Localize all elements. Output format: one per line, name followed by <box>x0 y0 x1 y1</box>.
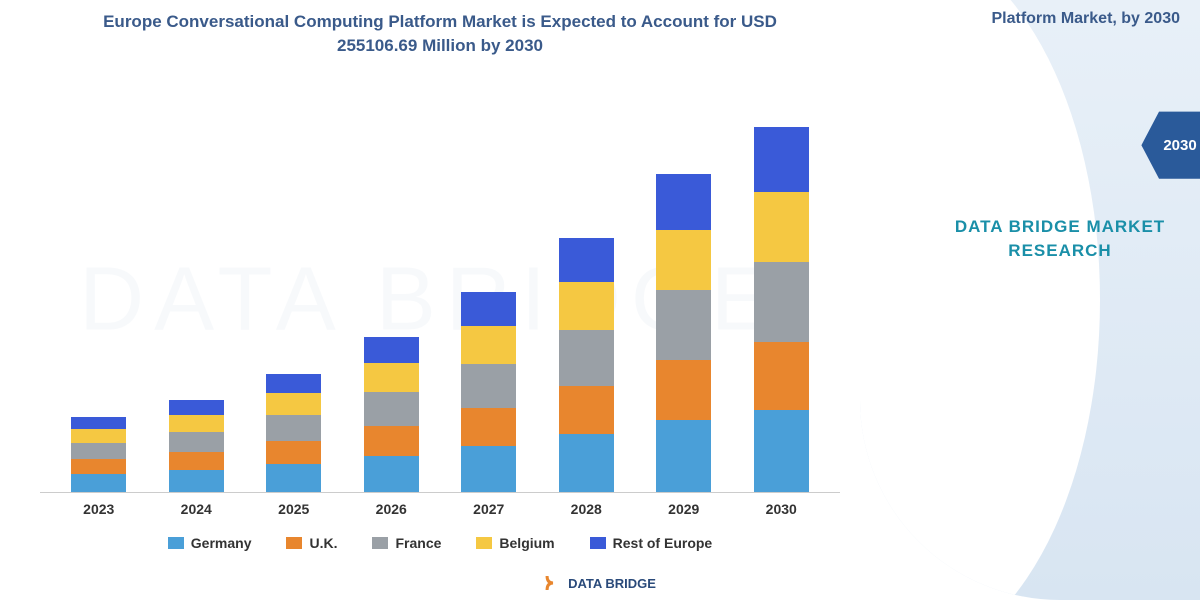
legend-label: Rest of Europe <box>613 535 713 551</box>
chart-title: Europe Conversational Computing Platform… <box>40 10 840 58</box>
main-container: DATA BRIDGE Europe Conversational Comput… <box>0 0 1200 600</box>
right-panel-title: Platform Market, by 2030 <box>920 8 1180 30</box>
legend-label: Germany <box>191 535 252 551</box>
legend-swatch <box>476 537 492 549</box>
bar-segment <box>461 446 516 492</box>
chart-section: DATA BRIDGE Europe Conversational Comput… <box>0 0 860 600</box>
bar-segment <box>656 360 711 420</box>
bar-stack <box>169 400 224 492</box>
chart-area <box>40 73 840 493</box>
bar-group <box>454 292 524 492</box>
bar-group <box>356 337 426 492</box>
legend-item: Rest of Europe <box>590 535 713 551</box>
bar-segment <box>559 238 614 282</box>
bar-segment <box>266 415 321 441</box>
curve-edge <box>860 0 1100 600</box>
legend-item: France <box>372 535 441 551</box>
bar-segment <box>461 364 516 408</box>
bar-group <box>551 238 621 492</box>
bar-segment <box>169 432 224 452</box>
bar-segment <box>266 374 321 393</box>
bar-segment <box>71 474 126 492</box>
bar-segment <box>266 464 321 492</box>
legend-label: France <box>395 535 441 551</box>
bar-stack <box>754 127 809 492</box>
bar-segment <box>364 392 419 426</box>
bar-segment <box>754 127 809 192</box>
x-axis-label: 2026 <box>356 501 426 517</box>
bar-segment <box>169 452 224 470</box>
bar-segment <box>71 429 126 443</box>
bar-segment <box>266 441 321 464</box>
bar-segment <box>169 415 224 432</box>
bar-segment <box>656 174 711 230</box>
legend-label: Belgium <box>499 535 554 551</box>
legend-swatch <box>372 537 388 549</box>
x-axis-label: 2024 <box>161 501 231 517</box>
bar-group <box>649 174 719 492</box>
bar-segment <box>169 470 224 492</box>
bar-segment <box>461 408 516 446</box>
x-axis-labels: 2023 2024 2025 2026 2027 2028 2029 2030 <box>40 493 840 517</box>
bar-stack <box>364 337 419 492</box>
bar-segment <box>266 393 321 415</box>
bar-segment <box>559 386 614 434</box>
bar-segment <box>71 443 126 459</box>
x-axis-label: 2027 <box>454 501 524 517</box>
x-axis-label: 2029 <box>649 501 719 517</box>
bar-stack <box>461 292 516 492</box>
x-axis-label: 2025 <box>259 501 329 517</box>
legend-swatch <box>168 537 184 549</box>
legend-item: Belgium <box>476 535 554 551</box>
bar-stack <box>656 174 711 492</box>
bar-segment <box>461 292 516 326</box>
bar-group <box>259 374 329 492</box>
legend-label: U.K. <box>309 535 337 551</box>
footer-logo-text: DATA BRIDGE <box>568 576 656 591</box>
bar-segment <box>364 456 419 492</box>
bar-segment <box>559 434 614 492</box>
bar-segment <box>71 459 126 474</box>
brand-text: DATA BRIDGE MARKET RESEARCH <box>950 215 1170 263</box>
bar-segment <box>656 420 711 492</box>
bar-group <box>161 400 231 492</box>
bar-segment <box>754 410 809 492</box>
bar-segment <box>656 230 711 290</box>
legend-swatch <box>590 537 606 549</box>
bar-segment <box>754 192 809 262</box>
bar-segment <box>559 330 614 386</box>
bar-stack <box>71 417 126 492</box>
bar-group <box>64 417 134 492</box>
bar-segment <box>656 290 711 360</box>
x-axis-label: 2028 <box>551 501 621 517</box>
legend-item: Germany <box>168 535 252 551</box>
hexagon-label: 2030 <box>1163 137 1196 154</box>
bar-group <box>746 127 816 492</box>
bar-segment <box>71 417 126 429</box>
bar-segment <box>461 326 516 364</box>
legend-item: U.K. <box>286 535 337 551</box>
bar-stack <box>559 238 614 492</box>
legend-swatch <box>286 537 302 549</box>
bar-segment <box>364 337 419 363</box>
x-axis-label: 2023 <box>64 501 134 517</box>
footer-logo-icon <box>544 574 562 592</box>
bar-segment <box>364 426 419 456</box>
bar-segment <box>364 363 419 392</box>
bar-segment <box>754 342 809 410</box>
bar-stack <box>266 374 321 492</box>
bar-segment <box>169 400 224 415</box>
bar-segment <box>559 282 614 330</box>
right-panel: Platform Market, by 2030 20302023 DATA B… <box>860 0 1200 600</box>
hexagon-badge: 2030 <box>1140 110 1200 180</box>
bar-segment <box>754 262 809 342</box>
footer-logo: DATA BRIDGE <box>544 574 656 592</box>
x-axis-label: 2030 <box>746 501 816 517</box>
legend: Germany U.K. France Belgium Rest of Europe <box>40 535 840 551</box>
